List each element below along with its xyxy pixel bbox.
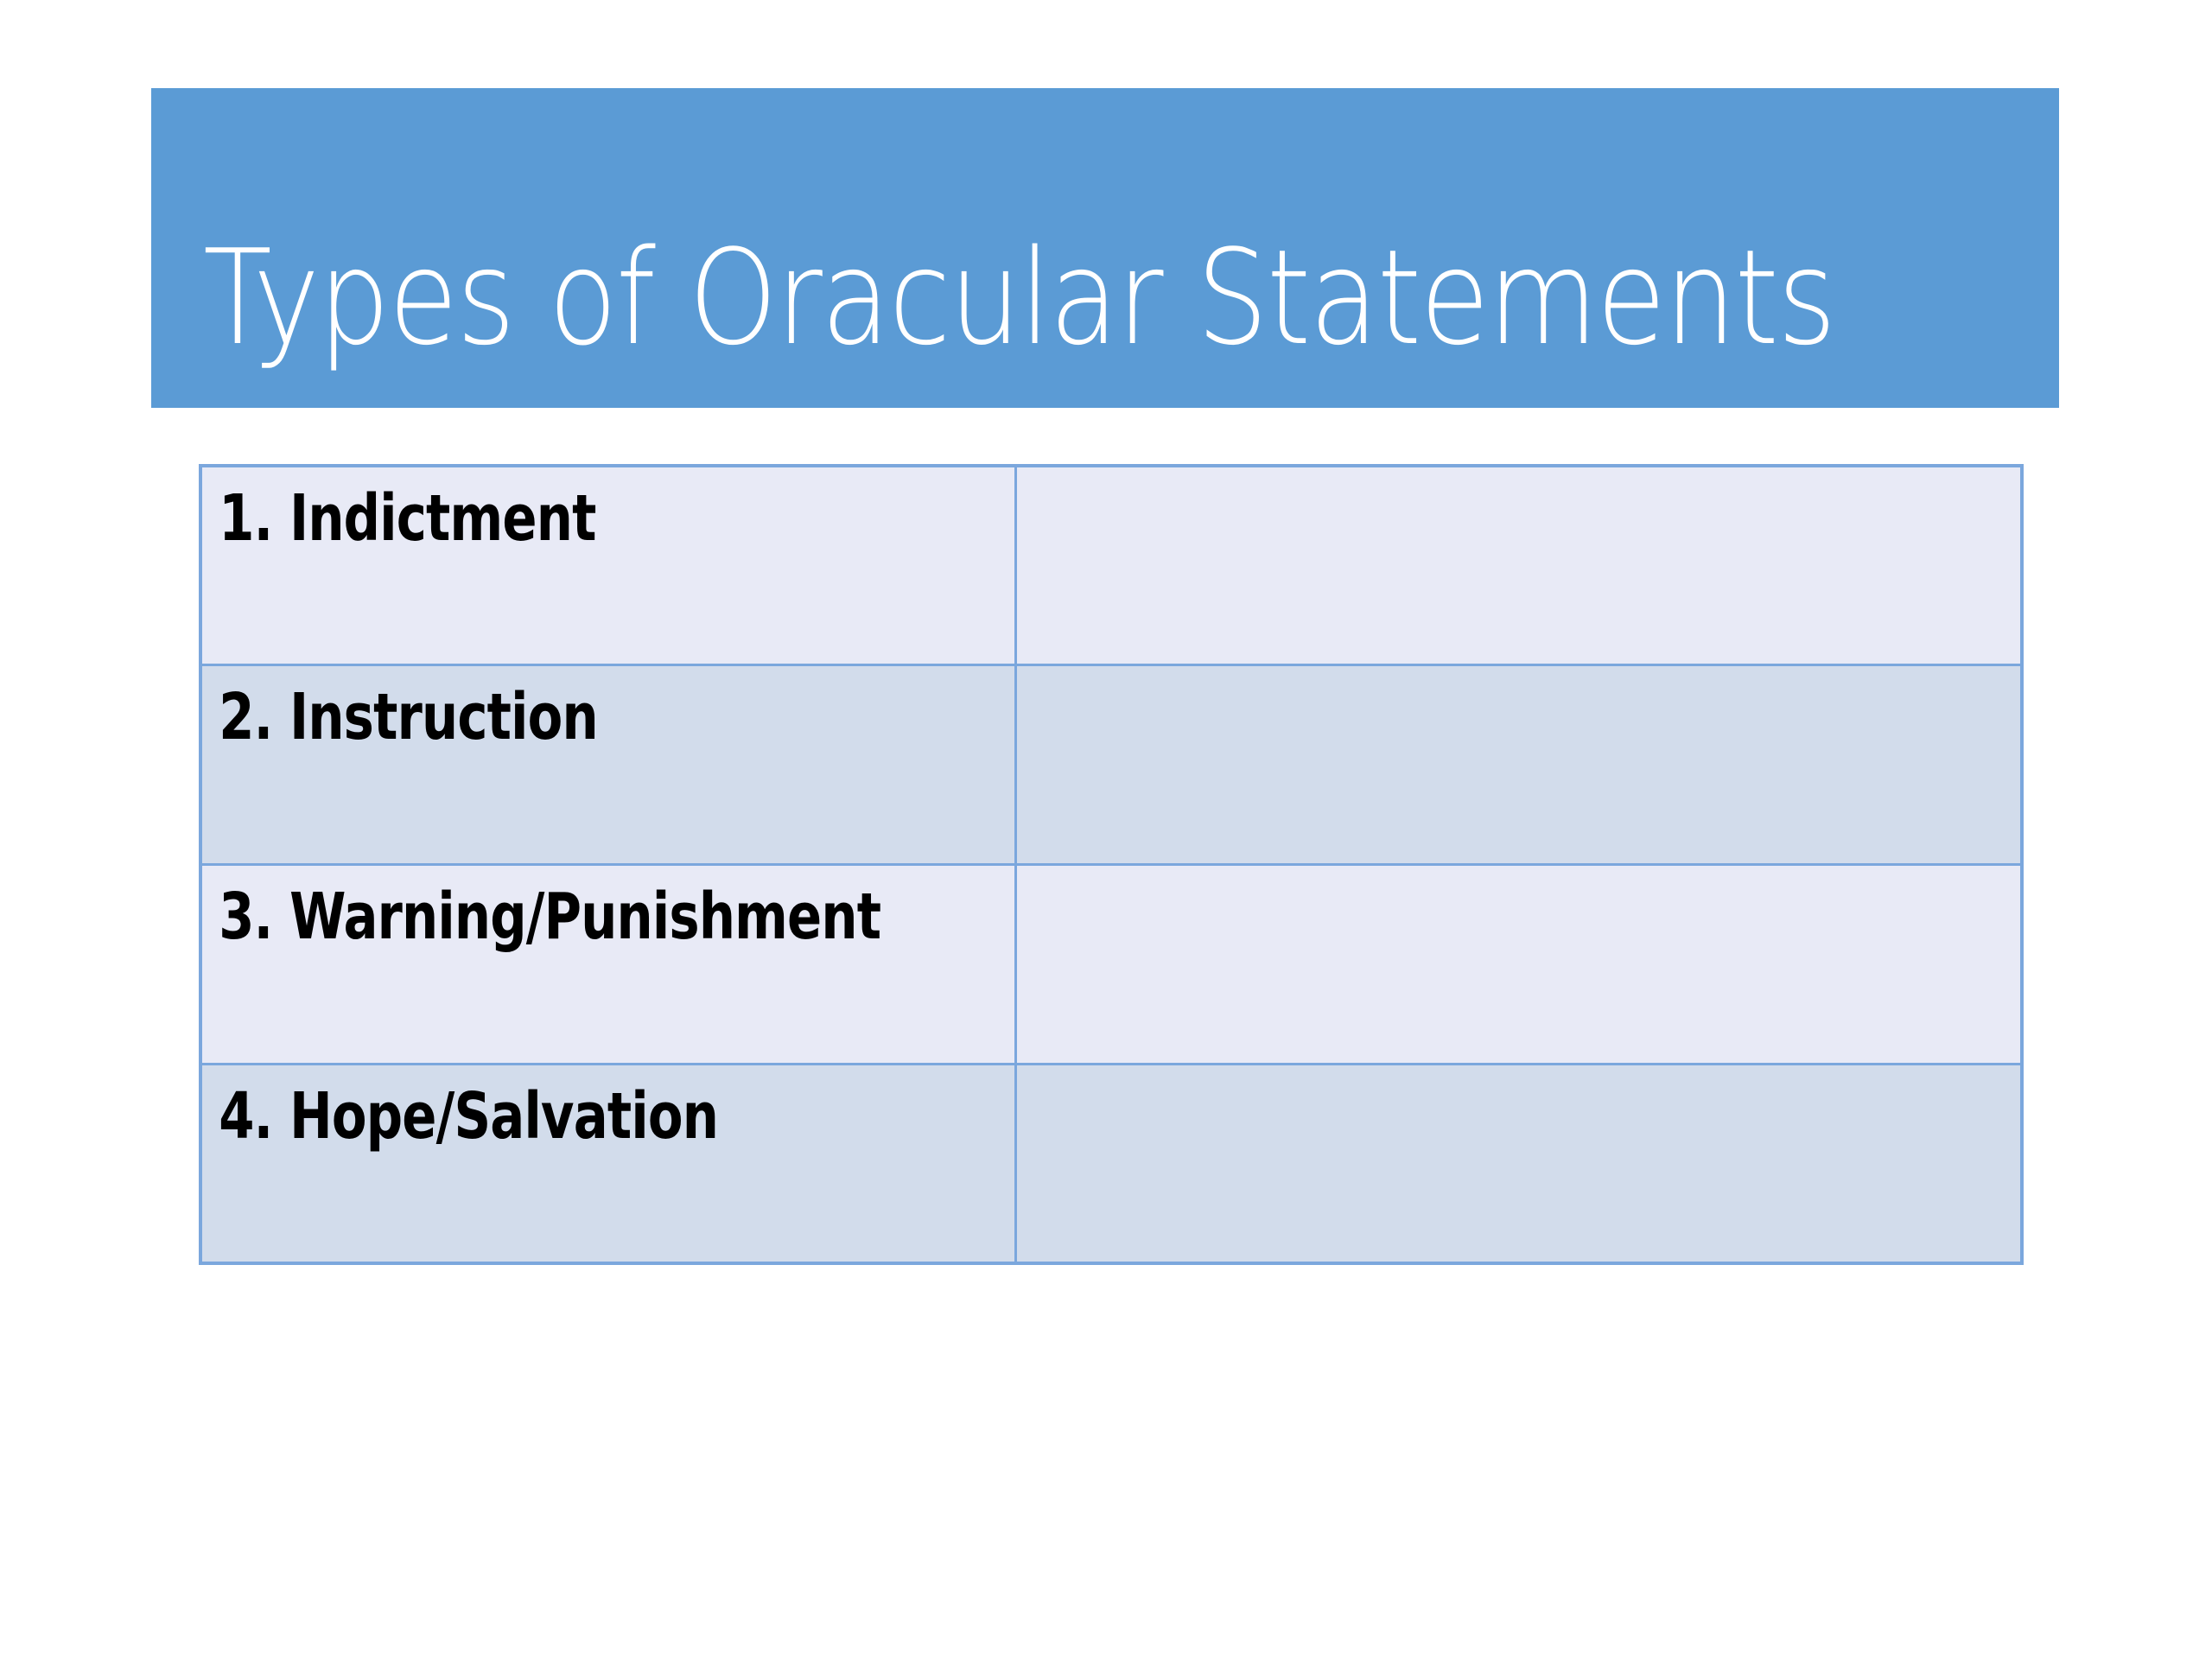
- row-notes: [1017, 666, 2021, 675]
- table-row: 4. Hope/Salvation: [199, 1062, 2024, 1265]
- oracular-statements-table: 1. Indictment 2. Instruction 3. Warning/…: [199, 464, 2024, 1265]
- row-label: 3. Warning/Punishment: [219, 880, 881, 954]
- table-body: 1. Indictment 2. Instruction 3. Warning/…: [199, 464, 2024, 1265]
- row-notes: [1017, 467, 2021, 476]
- table-cell-notes[interactable]: [1014, 464, 2024, 667]
- table-cell-notes[interactable]: [1014, 1062, 2024, 1265]
- table-cell-notes[interactable]: [1014, 863, 2024, 1065]
- table-cell-label[interactable]: 2. Instruction: [199, 664, 1017, 866]
- row-label: 1. Indictment: [219, 481, 596, 556]
- row-label: 2. Instruction: [219, 680, 598, 755]
- row-notes: [1017, 866, 2021, 874]
- table-cell-label[interactable]: 3. Warning/Punishment: [199, 863, 1017, 1065]
- title-banner: Types of Oracular Statements: [151, 88, 2059, 408]
- table-row: 1. Indictment: [199, 464, 2024, 667]
- page-title: Types of Oracular Statements: [203, 220, 1836, 374]
- table-row: 3. Warning/Punishment: [199, 863, 2024, 1065]
- row-label: 4. Hope/Salvation: [219, 1078, 719, 1154]
- table-cell-notes[interactable]: [1014, 664, 2024, 866]
- table-cell-label[interactable]: 1. Indictment: [199, 464, 1017, 667]
- table-row: 2. Instruction: [199, 664, 2024, 866]
- row-notes: [1017, 1065, 2021, 1074]
- table-cell-label[interactable]: 4. Hope/Salvation: [199, 1062, 1017, 1265]
